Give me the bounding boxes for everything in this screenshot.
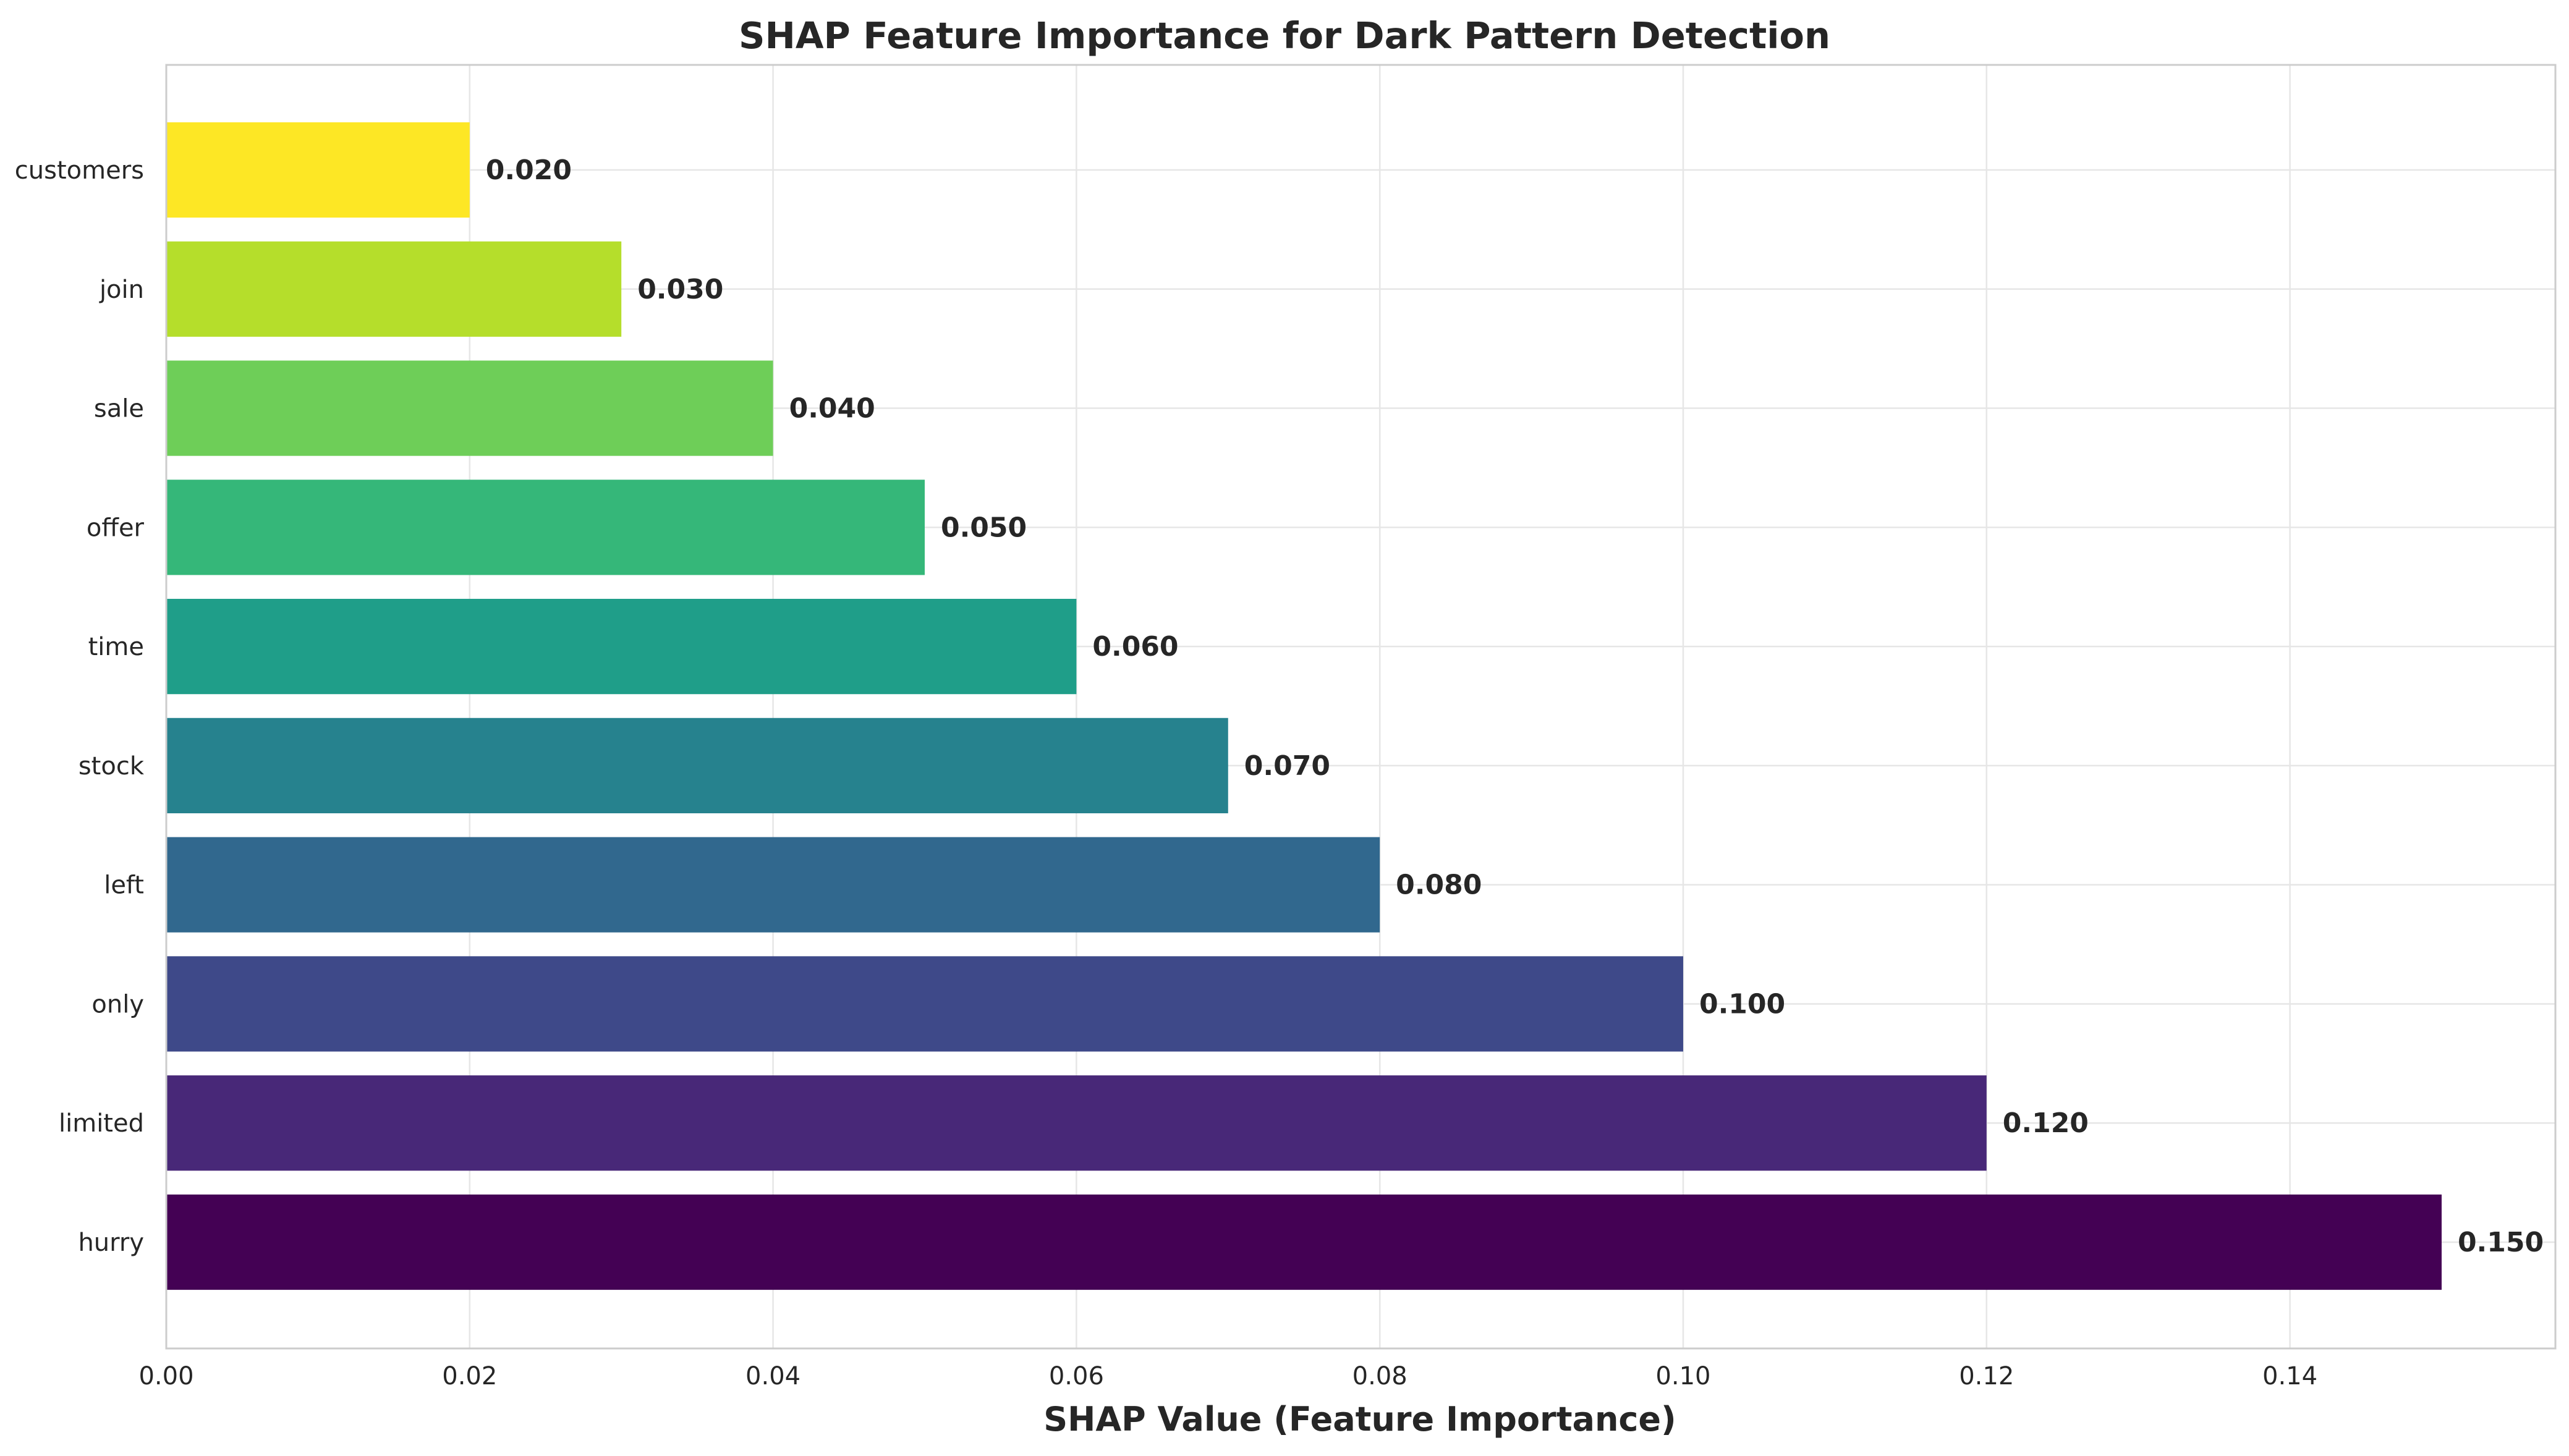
- chart-title: SHAP Feature Importance for Dark Pattern…: [739, 14, 1830, 57]
- y-tick-label-offer: offer: [87, 514, 145, 542]
- x-tick-label: 0.02: [442, 1362, 497, 1390]
- bar-offer: [166, 480, 925, 575]
- bar-left: [166, 837, 1380, 933]
- bars-layer: [166, 122, 2442, 1290]
- x-tick-label: 0.00: [138, 1362, 193, 1390]
- y-tick-label-join: join: [99, 276, 144, 304]
- value-label-offer: 0.050: [941, 512, 1027, 543]
- value-label-only: 0.100: [1699, 988, 1785, 1020]
- value-label-left: 0.080: [1396, 870, 1482, 901]
- x-tick-label: 0.08: [1352, 1362, 1408, 1390]
- bar-time: [166, 599, 1077, 695]
- y-tick-label-left: left: [104, 871, 144, 900]
- x-tick-label: 0.14: [2262, 1362, 2317, 1390]
- bar-hurry: [166, 1194, 2442, 1290]
- y-tick-label-stock: stock: [79, 752, 145, 781]
- value-label-stock: 0.070: [1244, 750, 1330, 782]
- y-tick-label-time: time: [88, 633, 144, 661]
- x-tick-label: 0.10: [1655, 1362, 1710, 1390]
- y-tick-label-hurry: hurry: [78, 1229, 144, 1257]
- bar-sale: [166, 360, 773, 456]
- x-axis-label: SHAP Value (Feature Importance): [1043, 1400, 1676, 1439]
- bar-join: [166, 241, 622, 337]
- x-tick-labels: 0.00 0.02 0.04 0.06 0.08 0.10 0.12 0.14: [138, 1362, 2317, 1390]
- value-label-time: 0.060: [1092, 631, 1178, 662]
- x-tick-label: 0.04: [745, 1362, 800, 1390]
- bar-only: [166, 956, 1683, 1052]
- x-tick-label: 0.06: [1049, 1362, 1104, 1390]
- bar-customers: [166, 122, 470, 218]
- value-labels-layer: 0.150 0.120 0.100 0.080 0.070 0.060 0.050 0.040…: [486, 154, 2544, 1258]
- value-label-customers: 0.020: [486, 154, 572, 186]
- x-tick-label: 0.12: [1959, 1362, 2014, 1390]
- y-tick-label-customers: customers: [15, 156, 144, 185]
- plot-frame: [165, 64, 2557, 1350]
- bar-stock: [166, 717, 1228, 813]
- value-label-join: 0.030: [637, 274, 723, 305]
- value-label-sale: 0.040: [789, 393, 875, 425]
- y-tick-labels: hurry limited only left stock time offer sale jo…: [15, 156, 145, 1257]
- value-label-limited: 0.120: [2003, 1107, 2089, 1139]
- bar-limited: [166, 1075, 1987, 1171]
- y-tick-label-limited: limited: [59, 1109, 144, 1138]
- y-tick-label-only: only: [91, 990, 144, 1018]
- y-tick-label-sale: sale: [94, 395, 144, 423]
- value-label-hurry: 0.150: [2458, 1227, 2544, 1258]
